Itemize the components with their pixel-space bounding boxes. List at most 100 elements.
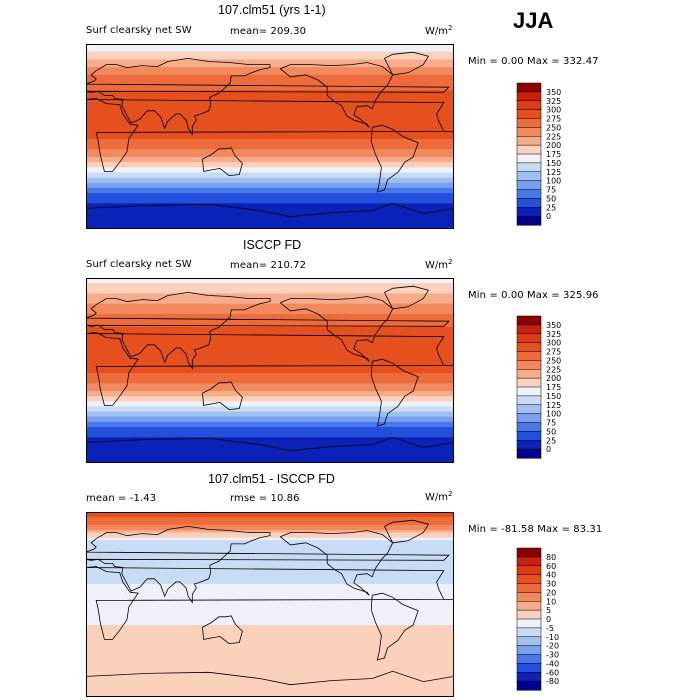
colorbar-swatch (516, 144, 542, 155)
map-band (86, 303, 454, 307)
colorbar-tick-label: 75 (546, 419, 556, 428)
map-band (86, 663, 454, 667)
map-band (86, 200, 454, 204)
map-band (86, 182, 454, 186)
map-band (86, 403, 454, 408)
map-band (86, 172, 454, 176)
colorbar-swatch (516, 315, 542, 326)
map-band (86, 439, 454, 444)
colorbar-swatch (516, 333, 542, 344)
map-band (86, 568, 454, 572)
colorbar-swatch (516, 663, 542, 673)
panel-3-title: 107.clm51 - ISCCP FD (208, 472, 335, 486)
colorbar-swatch (516, 422, 542, 432)
coastline (86, 566, 454, 640)
colorbar-swatch (516, 583, 542, 593)
map-band (86, 131, 454, 135)
map-band (86, 108, 454, 112)
map-band (86, 581, 454, 585)
colorbar-swatch (516, 324, 542, 335)
map-band (86, 671, 454, 675)
map-band (86, 527, 454, 531)
map-band (86, 653, 454, 657)
map-band (86, 625, 454, 629)
map-band (86, 136, 454, 140)
map-band (86, 609, 454, 613)
map-band (86, 673, 454, 678)
map-band (86, 51, 454, 55)
map-band (86, 586, 454, 590)
map-band (86, 169, 454, 174)
map-band (86, 355, 454, 359)
coastline (86, 332, 454, 406)
map-band (86, 414, 454, 418)
panel-1-title: 107.clm51 (yrs 1-1) (218, 3, 326, 17)
panel-2-colorbar: 350 325 300 275 250 225 200 175 150 125 100 75 50 25 0 (516, 315, 561, 459)
map-band (86, 519, 454, 523)
colorbar-swatch (516, 180, 542, 191)
colorbar-tick-label: 30 (546, 580, 556, 589)
map-band (86, 306, 454, 310)
colorbar-swatch (516, 601, 542, 611)
map-band (86, 288, 454, 292)
colorbar-tick-label: 100 (546, 410, 561, 419)
map-band (86, 159, 454, 163)
panel-1-colorbar: 350 325 300 275 250 225 200 175 150 125 100 75 50 25 0 (516, 82, 561, 226)
map-band (86, 614, 454, 618)
map-band (86, 380, 454, 384)
panel-2-map (86, 278, 454, 463)
map-band (86, 627, 454, 631)
map-band (86, 630, 454, 634)
map-band (86, 118, 454, 122)
colorbar-swatch (516, 198, 542, 208)
map-band (86, 123, 454, 127)
colorbar-tick-label: 275 (546, 348, 561, 357)
colorbar-swatch (516, 215, 542, 226)
colorbar-tick-label: 300 (546, 106, 561, 115)
map-band (86, 195, 454, 199)
map-band (86, 193, 454, 197)
map-band (86, 67, 454, 71)
map-band (86, 571, 454, 575)
map-band (86, 126, 454, 130)
map-band (86, 643, 454, 647)
map-band (86, 661, 454, 665)
map-band (86, 447, 454, 451)
map-band (86, 360, 454, 364)
map-frame (86, 512, 454, 697)
panel-3-units: W/m2 (425, 490, 453, 503)
map-band (86, 59, 454, 63)
map-band (86, 542, 454, 547)
map-band (86, 545, 454, 549)
coastline (370, 124, 419, 193)
map-band (86, 180, 454, 184)
map-band (86, 49, 454, 53)
map-band (86, 385, 454, 390)
map-band (86, 162, 454, 166)
panel-3-mean: mean = -1.43 (86, 493, 157, 504)
colorbar-tick-label: 100 (546, 177, 561, 186)
map-band (86, 319, 454, 323)
map-band (86, 344, 454, 348)
map-band (86, 334, 454, 338)
map-band (86, 563, 454, 567)
map-band (86, 79, 454, 84)
map-band (86, 421, 454, 426)
map-band (86, 604, 454, 608)
coastline (86, 291, 450, 370)
colorbar-tick-label: 60 (546, 562, 556, 571)
map-band (86, 337, 454, 341)
colorbar-tick-label: 80 (546, 553, 556, 562)
colorbar-swatch (516, 189, 542, 199)
map-band (86, 694, 454, 697)
colorbar-swatch (516, 574, 542, 585)
map-band (86, 203, 454, 207)
colorbar-swatch (516, 672, 542, 682)
map-band (86, 596, 454, 600)
map-band (86, 77, 454, 81)
colorbar-tick-label: 50 (546, 427, 556, 436)
map-band (86, 676, 454, 680)
map-band (86, 175, 454, 179)
colorbar-swatch (516, 680, 542, 691)
map-band (86, 537, 454, 541)
